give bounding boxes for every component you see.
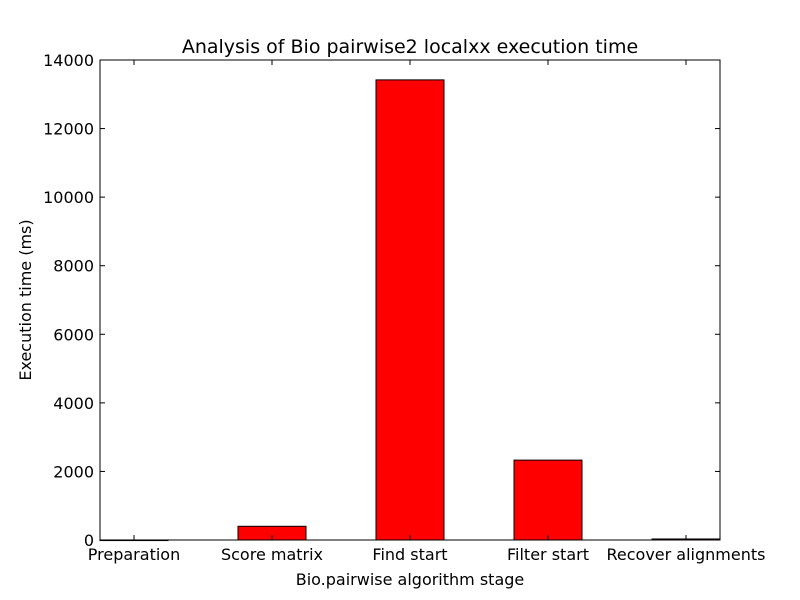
x-tick-label: Score matrix xyxy=(221,545,323,564)
bar-filter-start xyxy=(513,459,583,541)
y-tick-label: 12000 xyxy=(43,120,94,139)
bars-group xyxy=(99,79,721,542)
x-tick-label: Find start xyxy=(372,545,447,564)
x-axis-label: Bio.pairwise algorithm stage xyxy=(296,570,525,589)
y-axis-ticks: 0 2000 4000 6000 8000 10000 12000 14000 xyxy=(43,51,720,550)
x-tick-label: Recover alignments xyxy=(607,545,766,564)
bar-find-start xyxy=(375,79,445,541)
y-tick-label: 10000 xyxy=(43,188,94,207)
y-tick-label: 0 xyxy=(84,531,94,550)
y-axis-label: Execution time (ms) xyxy=(16,219,35,380)
y-tick-label: 4000 xyxy=(53,394,94,413)
y-tick-label: 6000 xyxy=(53,325,94,344)
y-tick-label: 14000 xyxy=(43,51,94,70)
y-tick-label: 8000 xyxy=(53,257,94,276)
x-tick-label: Preparation xyxy=(88,545,180,564)
chart-title: Analysis of Bio pairwise2 localxx execut… xyxy=(182,36,638,58)
x-tick-label: Filter start xyxy=(507,545,589,564)
y-tick-label: 2000 xyxy=(53,462,94,481)
x-axis-ticks: Preparation Score matrix Find start Filter … xyxy=(88,60,766,564)
